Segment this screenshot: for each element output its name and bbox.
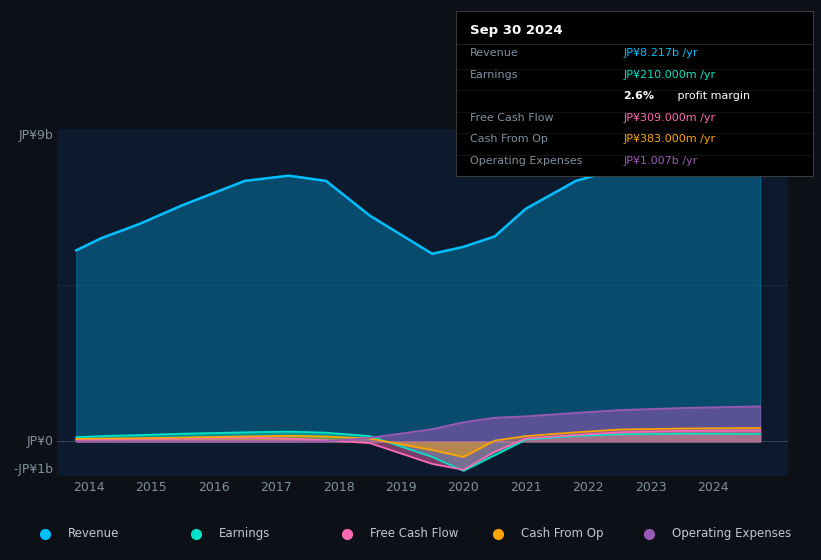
Text: JP¥8.217b /yr: JP¥8.217b /yr (623, 48, 698, 58)
Text: Revenue: Revenue (67, 528, 119, 540)
Text: Earnings: Earnings (218, 528, 270, 540)
Text: JP¥210.000m /yr: JP¥210.000m /yr (623, 70, 716, 80)
Text: profit margin: profit margin (673, 91, 750, 101)
Text: Free Cash Flow: Free Cash Flow (470, 113, 553, 123)
Text: Earnings: Earnings (470, 70, 518, 80)
Text: Free Cash Flow: Free Cash Flow (369, 528, 458, 540)
Text: JP¥0: JP¥0 (27, 435, 54, 448)
Text: JP¥383.000m /yr: JP¥383.000m /yr (623, 134, 716, 144)
Text: Operating Expenses: Operating Expenses (672, 528, 791, 540)
Text: JP¥9b: JP¥9b (19, 129, 54, 142)
Text: Sep 30 2024: Sep 30 2024 (470, 25, 562, 38)
Text: Cash From Op: Cash From Op (521, 528, 603, 540)
Text: -JP¥1b: -JP¥1b (14, 463, 54, 476)
Text: Cash From Op: Cash From Op (470, 134, 548, 144)
Text: JP¥1.007b /yr: JP¥1.007b /yr (623, 156, 698, 166)
Text: JP¥309.000m /yr: JP¥309.000m /yr (623, 113, 716, 123)
Text: Revenue: Revenue (470, 48, 519, 58)
Text: 2.6%: 2.6% (623, 91, 654, 101)
Text: Operating Expenses: Operating Expenses (470, 156, 582, 166)
